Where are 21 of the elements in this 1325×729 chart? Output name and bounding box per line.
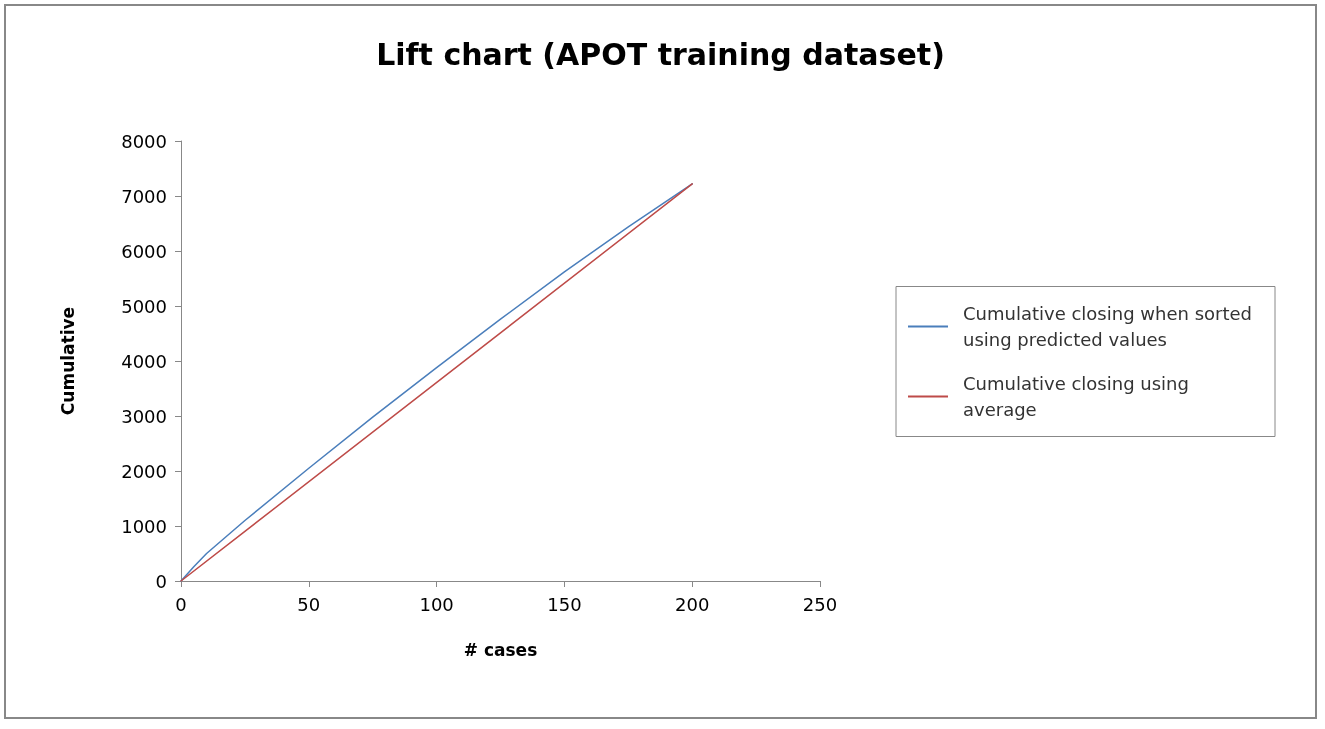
y-tick-label: 3000 [121, 405, 167, 427]
legend-label: Cumulative closing when sorted using predicted values [963, 303, 1258, 350]
y-axis-title: Cumulative [57, 306, 78, 416]
y-tick-label: 6000 [121, 240, 167, 262]
y-tick-label: 0 [155, 570, 167, 592]
y-tick-label: 7000 [121, 185, 167, 207]
x-tick-label: 100 [419, 593, 454, 615]
x-tick-label: 50 [297, 593, 321, 615]
legend-label: Cumulative closing using average [963, 373, 1195, 420]
line-series [180, 183, 693, 582]
x-tick-label: 200 [675, 593, 710, 615]
y-tick-label: 4000 [121, 350, 167, 372]
x-tick-label: 0 [175, 593, 187, 615]
y-tick-label: 1000 [121, 515, 167, 537]
x-axis-title: # cases [463, 639, 538, 660]
y-tick-label: 8000 [121, 130, 167, 152]
x-tick-label: 250 [802, 593, 838, 615]
x-tick-label: 150 [547, 593, 582, 615]
chart-title: Lift chart (APOT training dataset) [376, 36, 945, 72]
y-tick-label: 2000 [121, 460, 167, 482]
y-tick-label: 5000 [121, 295, 167, 317]
